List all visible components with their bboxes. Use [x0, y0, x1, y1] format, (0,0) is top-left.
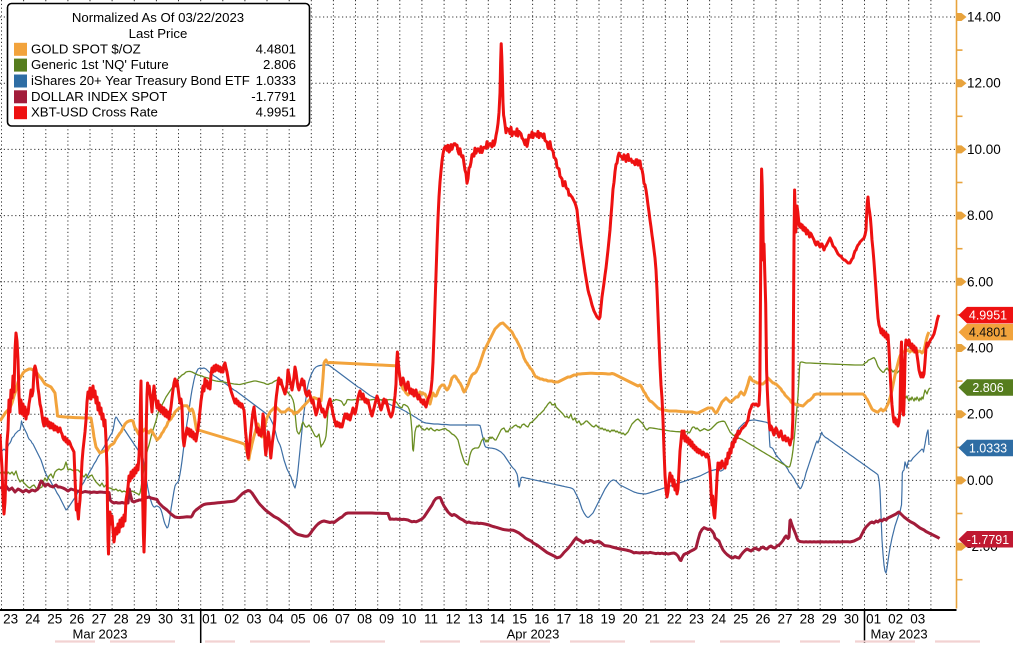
svg-text:09: 09: [379, 612, 394, 627]
svg-text:XBT-USD Cross Rate: XBT-USD Cross Rate: [31, 105, 158, 120]
svg-text:18: 18: [578, 612, 593, 627]
svg-text:4.00: 4.00: [967, 341, 993, 356]
svg-text:30: 30: [158, 612, 173, 627]
svg-text:12: 12: [446, 612, 461, 627]
svg-text:24: 24: [25, 612, 41, 627]
svg-text:22: 22: [667, 612, 682, 627]
svg-text:31: 31: [180, 612, 195, 627]
svg-text:GOLD SPOT $/OZ: GOLD SPOT $/OZ: [31, 41, 141, 56]
svg-text:4.4801: 4.4801: [256, 41, 296, 56]
svg-text:23: 23: [689, 612, 704, 627]
svg-text:6.00: 6.00: [967, 274, 993, 289]
svg-text:06: 06: [313, 612, 328, 627]
svg-text:1.0333: 1.0333: [256, 73, 296, 88]
svg-text:May 2023: May 2023: [870, 627, 927, 642]
svg-text:10: 10: [401, 612, 416, 627]
svg-text:1.0333: 1.0333: [969, 442, 1007, 456]
svg-text:Generic 1st 'NQ' Future: Generic 1st 'NQ' Future: [31, 57, 169, 72]
svg-text:2.806: 2.806: [972, 381, 1003, 395]
svg-text:28: 28: [800, 612, 815, 627]
svg-text:27: 27: [777, 612, 792, 627]
svg-text:26: 26: [69, 612, 84, 627]
svg-text:28: 28: [114, 612, 129, 627]
svg-text:24: 24: [711, 612, 727, 627]
svg-text:08: 08: [357, 612, 372, 627]
svg-text:14: 14: [490, 612, 506, 627]
svg-text:2.00: 2.00: [967, 407, 993, 422]
svg-text:-1.7791: -1.7791: [251, 89, 296, 104]
svg-text:10.00: 10.00: [967, 142, 1001, 157]
svg-text:12.00: 12.00: [967, 76, 1001, 91]
svg-text:01: 01: [866, 612, 881, 627]
svg-text:04: 04: [269, 612, 285, 627]
svg-text:Apr 2023: Apr 2023: [507, 627, 560, 642]
svg-text:02: 02: [888, 612, 903, 627]
svg-text:DOLLAR INDEX SPOT: DOLLAR INDEX SPOT: [31, 89, 167, 104]
svg-text:02: 02: [224, 612, 239, 627]
svg-text:4.9951: 4.9951: [969, 309, 1007, 323]
svg-text:25: 25: [733, 612, 748, 627]
svg-text:-1.7791: -1.7791: [967, 533, 1009, 547]
svg-text:05: 05: [291, 612, 306, 627]
svg-text:4.4801: 4.4801: [969, 326, 1007, 340]
svg-text:29: 29: [136, 612, 151, 627]
svg-text:16: 16: [534, 612, 549, 627]
svg-text:8.00: 8.00: [967, 208, 993, 223]
svg-text:26: 26: [755, 612, 770, 627]
svg-text:01: 01: [202, 612, 217, 627]
svg-text:30: 30: [844, 612, 859, 627]
svg-text:25: 25: [47, 612, 62, 627]
svg-text:03: 03: [910, 612, 925, 627]
svg-text:Normalized As Of 03/22/2023: Normalized As Of 03/22/2023: [72, 10, 244, 25]
svg-text:Mar 2023: Mar 2023: [73, 627, 128, 642]
svg-text:iShares 20+ Year Treasury Bond: iShares 20+ Year Treasury Bond ETF: [31, 73, 250, 88]
svg-text:21: 21: [645, 612, 660, 627]
svg-text:11: 11: [424, 612, 438, 627]
svg-text:4.9951: 4.9951: [256, 105, 296, 120]
svg-text:14.00: 14.00: [967, 10, 1001, 25]
svg-text:15: 15: [512, 612, 527, 627]
svg-text:27: 27: [92, 612, 107, 627]
svg-text:17: 17: [556, 612, 571, 627]
svg-text:29: 29: [822, 612, 837, 627]
svg-text:07: 07: [335, 612, 350, 627]
svg-text:19: 19: [600, 612, 615, 627]
svg-text:Last Price: Last Price: [129, 26, 188, 41]
svg-text:0.00: 0.00: [967, 473, 993, 488]
svg-text:2.806: 2.806: [263, 57, 296, 72]
svg-text:20: 20: [623, 612, 638, 627]
svg-text:03: 03: [246, 612, 261, 627]
svg-text:23: 23: [3, 612, 18, 627]
svg-text:13: 13: [468, 612, 483, 627]
